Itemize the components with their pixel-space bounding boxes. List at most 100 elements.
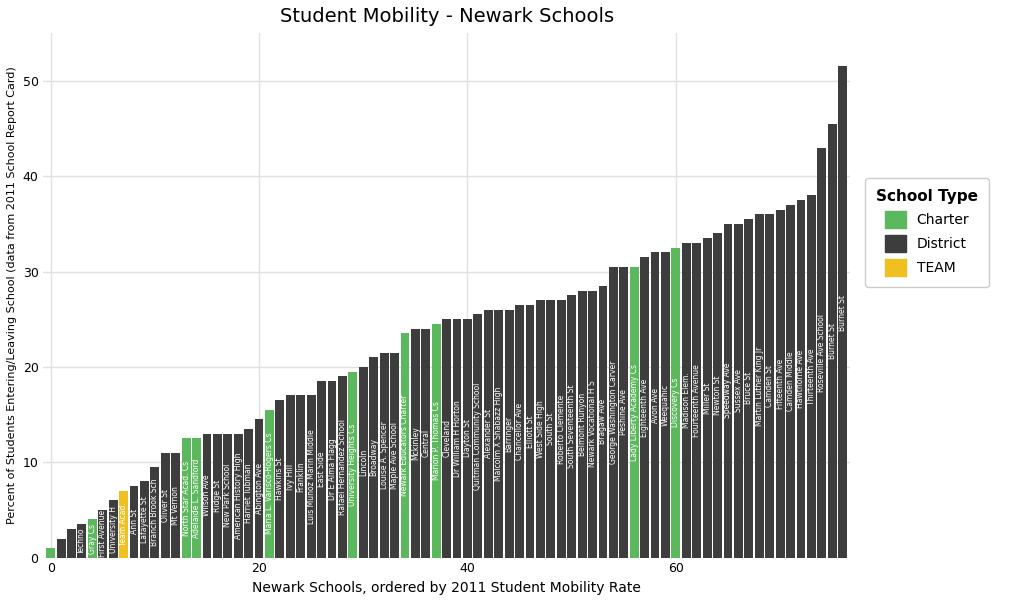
Bar <box>88 520 96 557</box>
Text: Avon Ave: Avon Ave <box>650 388 659 423</box>
Text: South Seventeenth St: South Seventeenth St <box>567 385 577 468</box>
Bar <box>244 429 253 557</box>
Bar <box>744 219 754 557</box>
Bar <box>233 433 243 557</box>
Bar <box>463 319 472 557</box>
Text: Newark Vocational H S: Newark Vocational H S <box>588 380 597 468</box>
Bar <box>78 524 86 557</box>
Bar <box>181 438 190 557</box>
Text: Quitman Community School: Quitman Community School <box>473 382 482 489</box>
Text: Peshine Ave: Peshine Ave <box>620 389 629 435</box>
Text: Mckinley: Mckinley <box>411 426 420 460</box>
Text: Mt Vernon: Mt Vernon <box>171 486 180 524</box>
Text: Gray Cs: Gray Cs <box>88 524 97 554</box>
Text: University H: University H <box>109 506 118 553</box>
Bar <box>432 324 440 557</box>
Text: Maple Ave School: Maple Ave School <box>390 421 399 489</box>
Bar <box>380 353 388 557</box>
Bar <box>98 510 108 557</box>
Bar <box>442 319 451 557</box>
Text: Speedway Ave: Speedway Ave <box>724 363 732 418</box>
Text: Abington Ave: Abington Ave <box>255 463 263 514</box>
Text: South St: South St <box>547 412 555 445</box>
Bar <box>255 420 263 557</box>
Bar <box>505 309 514 557</box>
Text: Harriet Tubman: Harriet Tubman <box>244 464 253 523</box>
Bar <box>421 329 430 557</box>
Text: Roseville Ave School: Roseville Ave School <box>817 314 826 391</box>
Bar <box>682 243 691 557</box>
Text: Dr E Alma Flagg: Dr E Alma Flagg <box>328 438 337 500</box>
Text: Dr William H Horton: Dr William H Horton <box>453 400 462 477</box>
Bar <box>109 500 118 557</box>
Text: Dayton St: Dayton St <box>463 420 472 458</box>
Text: Cleveland: Cleveland <box>442 420 452 458</box>
Text: Adelaide L. Sandford: Adelaide L. Sandford <box>193 458 201 538</box>
Bar <box>56 539 66 557</box>
Text: West Side High: West Side High <box>536 400 545 458</box>
Text: Lincoln: Lincoln <box>358 448 368 476</box>
Bar <box>171 453 180 557</box>
Text: Sussex Ave: Sussex Ave <box>734 369 743 412</box>
Text: Hawkins St: Hawkins St <box>275 458 285 500</box>
Bar <box>662 252 670 557</box>
Text: Camden Middle: Camden Middle <box>786 352 795 411</box>
Text: Techno: Techno <box>78 528 86 554</box>
Text: Rafael Hernandez School: Rafael Hernandez School <box>338 419 347 515</box>
Bar <box>286 396 295 557</box>
Bar <box>567 296 577 557</box>
Bar <box>839 66 847 557</box>
Title: Student Mobility - Newark Schools: Student Mobility - Newark Schools <box>280 7 613 26</box>
Text: Franklin: Franklin <box>296 461 305 492</box>
Text: Malcolm X Shabazz High: Malcolm X Shabazz High <box>495 386 503 481</box>
Bar <box>140 482 148 557</box>
Bar <box>358 367 368 557</box>
Bar <box>67 529 76 557</box>
Bar <box>578 291 587 557</box>
Text: University Heights Cs: University Heights Cs <box>348 423 357 506</box>
Text: Ridge St: Ridge St <box>213 480 222 512</box>
Bar <box>620 267 628 557</box>
Bar <box>193 438 201 557</box>
Text: Broadway: Broadway <box>370 438 378 477</box>
Text: Bragaw Ave: Bragaw Ave <box>598 399 607 444</box>
Text: Marion P. Thomas Cs: Marion P. Thomas Cs <box>432 402 440 480</box>
Bar <box>827 123 837 557</box>
Bar <box>817 147 826 557</box>
Text: Burnet St: Burnet St <box>838 293 847 331</box>
Text: New Park School: New Park School <box>223 464 232 527</box>
Bar <box>765 214 774 557</box>
Text: George Washington Carver: George Washington Carver <box>609 361 617 464</box>
Text: Wilson Ave: Wilson Ave <box>203 475 212 517</box>
Bar <box>692 243 701 557</box>
Bar <box>151 467 160 557</box>
Bar <box>348 371 357 557</box>
Bar <box>724 224 732 557</box>
Bar <box>370 358 378 557</box>
Text: Fifteenth Ave: Fifteenth Ave <box>775 358 784 409</box>
Bar <box>400 334 410 557</box>
Bar <box>672 247 680 557</box>
Text: Madison Elem.: Madison Elem. <box>682 373 691 428</box>
Bar <box>130 486 138 557</box>
Bar <box>515 305 524 557</box>
Bar <box>755 214 764 557</box>
Text: Discovery Cs: Discovery Cs <box>672 378 680 427</box>
Text: Camden St: Camden St <box>765 365 774 407</box>
Text: Alexander St: Alexander St <box>483 409 493 458</box>
Text: Chancellor Ave: Chancellor Ave <box>515 403 524 460</box>
Bar <box>296 396 305 557</box>
Text: Hawthorne Ave: Hawthorne Ave <box>797 350 806 408</box>
Bar <box>775 209 784 557</box>
Text: Ivy Hill: Ivy Hill <box>286 464 295 489</box>
Bar <box>317 381 326 557</box>
Bar <box>411 329 420 557</box>
Bar <box>734 224 742 557</box>
X-axis label: Newark Schools, ordered by 2011 Student Mobility Rate: Newark Schools, ordered by 2011 Student … <box>252 581 641 595</box>
Bar <box>275 400 285 557</box>
Bar <box>807 195 816 557</box>
Text: Bruce St: Bruce St <box>744 372 754 405</box>
Text: East Side: East Side <box>317 452 326 487</box>
Text: Oliver St: Oliver St <box>161 489 170 522</box>
Text: First Avenue: First Avenue <box>98 510 108 557</box>
